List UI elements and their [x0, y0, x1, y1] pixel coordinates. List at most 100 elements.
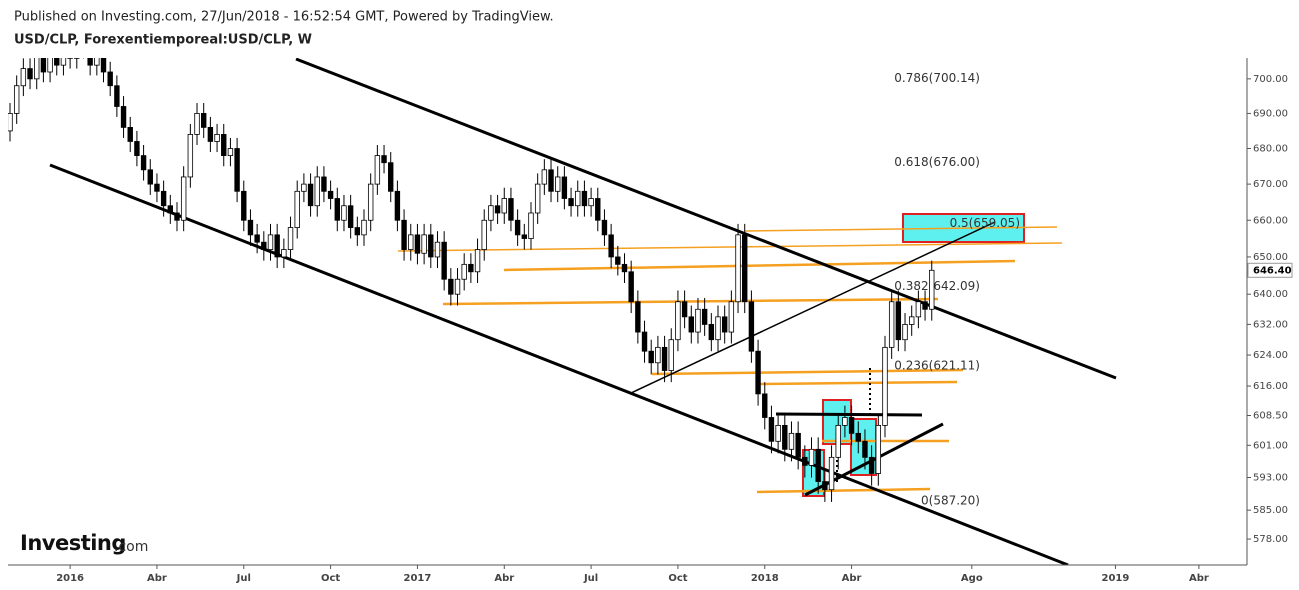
candle-body: [608, 234, 614, 258]
candle-body: [187, 134, 194, 178]
candle-body: [595, 198, 601, 221]
candle-body: [561, 176, 568, 199]
candle-body: [668, 339, 674, 371]
candle-body: [100, 58, 107, 73]
candle-body: [441, 241, 447, 280]
candle-body: [802, 456, 808, 466]
candle-body: [74, 58, 80, 59]
candle-body: [287, 227, 294, 250]
y-tick-label: 680.00: [1253, 144, 1288, 155]
candle-body: [868, 456, 875, 474]
candle-body: [815, 448, 821, 482]
candle-body: [221, 134, 227, 156]
candle-body: [67, 58, 73, 59]
candle-body: [534, 183, 541, 214]
axes: 700.00 690.00 680.00 670.00 660.00 650.00 640.…: [56, 74, 1293, 584]
candle-body: [581, 190, 588, 207]
candle-body: [140, 155, 147, 171]
candle-body: [408, 234, 414, 250]
y-tick-label: 640.00: [1253, 289, 1288, 300]
candle-body: [835, 424, 841, 458]
candle-body: [575, 190, 581, 207]
candle-body: [635, 301, 641, 333]
candle-body: [247, 219, 254, 236]
candle-body: [701, 308, 708, 325]
candle-body: [54, 58, 60, 66]
candle-body: [34, 58, 40, 80]
candle-body: [501, 198, 507, 214]
candle-body: [708, 324, 715, 341]
candle-body: [755, 350, 761, 395]
candle-body: [461, 263, 467, 280]
candle-body: [468, 263, 474, 273]
candle-body: [675, 301, 681, 341]
x-tick-label: Abr: [1189, 573, 1209, 584]
candle-body: [281, 249, 287, 258]
candle-body: [494, 205, 501, 214]
candle-body: [648, 350, 654, 364]
candle-body: [154, 183, 160, 192]
candle-body: [728, 301, 735, 333]
y-tick-label: 601.00: [1253, 440, 1288, 451]
candle-body: [541, 169, 548, 185]
channel-top: [295, 58, 1117, 380]
fib-label: 0.382(642.09): [894, 279, 980, 293]
x-tick-label: Abr: [842, 573, 862, 584]
candle-body: [555, 176, 561, 192]
x-tick-label: 2016: [56, 573, 84, 584]
candle-body: [621, 263, 628, 273]
last-price-label: 646.40: [1253, 265, 1292, 276]
y-tick-label: 616.00: [1253, 381, 1288, 392]
candles: [8, 58, 935, 502]
candle-body: [748, 301, 755, 352]
candle-body: [822, 481, 828, 491]
candle-body: [915, 301, 922, 318]
y-tick-label: 660.00: [1253, 215, 1288, 226]
x-tick-label: 2017: [404, 573, 432, 584]
candle-body: [481, 219, 487, 250]
candle-body: [628, 271, 634, 303]
candle-body: [227, 148, 234, 156]
candle-body: [882, 346, 888, 426]
support-line: [397, 242, 1063, 252]
candle-body: [134, 141, 140, 156]
x-tick-label: Jul: [236, 573, 251, 584]
candle-body: [234, 148, 240, 192]
candle-body: [341, 205, 347, 221]
candle-body: [922, 301, 928, 310]
candle-body: [414, 234, 421, 254]
candle-body: [120, 106, 127, 128]
y-tick-label: 690.00: [1253, 108, 1288, 119]
candle-body: [454, 278, 461, 295]
candle-body: [394, 190, 401, 221]
support-line: [756, 487, 931, 494]
orange-lines: [397, 226, 1063, 494]
candle-body: [114, 85, 120, 107]
candle-body: [94, 58, 100, 66]
candle-body: [762, 393, 768, 418]
candle-body: [895, 301, 902, 341]
candle-body: [842, 417, 848, 426]
y-tick-label: 700.00: [1253, 74, 1288, 85]
x-tick-label: Abr: [147, 573, 167, 584]
candle-body: [334, 198, 340, 221]
candle-body: [314, 176, 320, 207]
candle-body: [488, 205, 494, 221]
y-tick-label: 608.50: [1253, 411, 1288, 422]
y-tick-label: 593.00: [1253, 473, 1288, 484]
candle-body: [201, 113, 207, 128]
symbol-title: USD/CLP, Forexentiemporeal:USD/CLP, W: [14, 33, 312, 48]
candle-body: [788, 432, 795, 450]
candle-body: [254, 234, 260, 243]
published-note: Published on Investing.com, 27/Jun/2018 …: [14, 10, 554, 25]
candle-body: [655, 346, 661, 364]
candle-body: [568, 198, 574, 207]
candle-body: [274, 234, 280, 258]
candle-body: [301, 183, 307, 192]
candle-body: [828, 456, 835, 491]
candle-body: [862, 440, 868, 458]
candle-body: [160, 190, 167, 207]
candle-body: [548, 169, 554, 192]
channel-bottom: [49, 163, 1069, 565]
candle-body: [194, 113, 200, 135]
